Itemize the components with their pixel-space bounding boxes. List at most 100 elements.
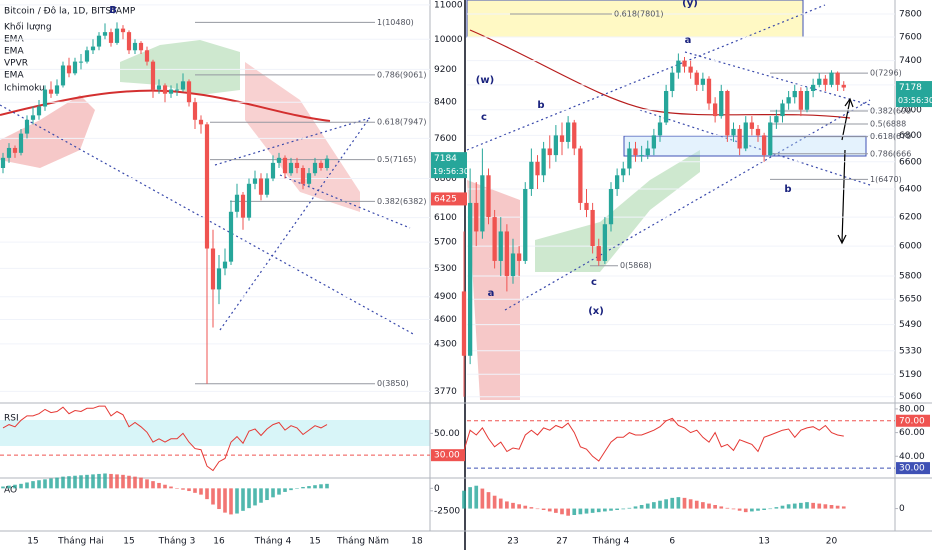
fib-label: 0.618(679	[870, 132, 911, 141]
ao-bar	[283, 488, 287, 492]
ao-bar	[133, 476, 137, 489]
candle-body	[120, 28, 126, 33]
ao-bar	[590, 508, 595, 513]
candle-body	[755, 128, 761, 136]
rsi-badge	[896, 414, 930, 427]
ao-bar	[43, 479, 47, 489]
indicator-label: EMA	[4, 71, 24, 81]
candle-body	[156, 85, 162, 90]
candle-body	[150, 61, 156, 90]
ao-bar	[85, 474, 89, 489]
candle-body	[498, 231, 503, 261]
candle-body	[780, 103, 785, 117]
ao-bar	[187, 488, 191, 492]
candle-body	[829, 72, 834, 85]
ichimoku-cloud	[245, 62, 360, 212]
candle-body	[60, 65, 66, 86]
candle-body	[627, 148, 632, 169]
time-label: 16	[213, 537, 225, 547]
time-label: 20	[826, 537, 838, 547]
ao-bar	[468, 487, 472, 509]
y-tick-label: 8400	[434, 98, 457, 108]
fib-label: 0.5(6888	[870, 120, 906, 129]
y-tick-label: 3770	[434, 387, 457, 397]
ao-bar	[271, 488, 275, 498]
ao-bar	[572, 508, 577, 515]
fib-label: 0(5868)	[620, 261, 652, 270]
ao-bar	[633, 506, 638, 509]
ao-bar	[652, 502, 656, 509]
time-label: 6	[669, 537, 675, 547]
time-label: Tháng 4	[592, 537, 630, 547]
ao-bar	[743, 508, 748, 513]
candle-body	[24, 119, 30, 134]
y-tick-label: 10000	[434, 35, 463, 45]
arrows	[837, 97, 854, 245]
time-label: Tháng Hai	[57, 537, 104, 547]
ao-bar	[547, 508, 552, 512]
ao-bar	[37, 480, 41, 489]
ao-bar	[768, 508, 773, 510]
candle-body	[318, 162, 324, 168]
ao-bar	[670, 497, 675, 509]
y-tick-label: 6800	[434, 174, 457, 184]
candle-body	[192, 102, 198, 120]
ao-bar	[199, 488, 203, 495]
candle-body	[804, 91, 810, 110]
price-badge-label: 7184	[434, 154, 457, 164]
rsi-line	[463, 417, 844, 462]
ao-bar	[295, 488, 299, 489]
y-tick-label: 5700	[434, 238, 457, 248]
ichimoku-cloud	[535, 150, 700, 272]
candle-body	[480, 175, 485, 232]
ao-bar	[61, 476, 65, 489]
ao-bar	[217, 488, 221, 510]
ao-bar	[301, 486, 305, 489]
ao-bar	[498, 498, 503, 509]
ao-bar	[157, 482, 161, 489]
wave-label: b	[784, 184, 791, 195]
ao-bar	[73, 475, 77, 489]
rsi-tick-label: 40.00	[899, 452, 925, 462]
candle-body	[96, 35, 102, 47]
candle-body	[535, 161, 540, 176]
rsi-tick-label: 30.00	[434, 451, 460, 461]
ao-bar	[1, 486, 5, 489]
candle-body	[132, 42, 138, 51]
ao-bar	[79, 475, 83, 489]
candle-body	[240, 194, 246, 218]
ao-bar	[325, 483, 329, 489]
ao-bar	[774, 507, 779, 509]
indicator-label: VPVR	[4, 59, 28, 69]
wave-label: a	[685, 35, 692, 46]
ao-bar	[811, 502, 815, 509]
candle-body	[312, 162, 318, 174]
y-tick-label: 5800	[899, 272, 922, 282]
time-label: 15	[27, 537, 38, 547]
candle-body	[474, 202, 479, 232]
candle-body	[700, 78, 706, 85]
ichimoku-cloud	[0, 95, 95, 168]
candle-body	[306, 173, 312, 184]
candle-body	[234, 194, 240, 212]
chart-title: Bitcoin / Đô la, 1D, BITSTAMP	[4, 6, 136, 17]
candle-body	[774, 116, 779, 123]
ao-bar	[462, 490, 466, 509]
candle-body	[258, 178, 264, 195]
candle-body	[553, 135, 559, 156]
ao-bar	[578, 508, 583, 515]
ao-bar	[145, 479, 149, 489]
price-badge-label: 6425	[434, 194, 457, 204]
rsi-tick-label: 50.00	[434, 429, 460, 439]
candle-body	[810, 84, 816, 92]
time-label: 18	[411, 537, 423, 547]
candle-body	[467, 202, 473, 356]
rsi-badge	[431, 449, 465, 462]
candle-body	[174, 89, 180, 91]
candle-body	[670, 72, 675, 92]
wave-label: (x)	[588, 306, 604, 317]
candle-body	[12, 147, 18, 153]
ao-bar	[115, 474, 119, 489]
candle-body	[42, 89, 48, 107]
